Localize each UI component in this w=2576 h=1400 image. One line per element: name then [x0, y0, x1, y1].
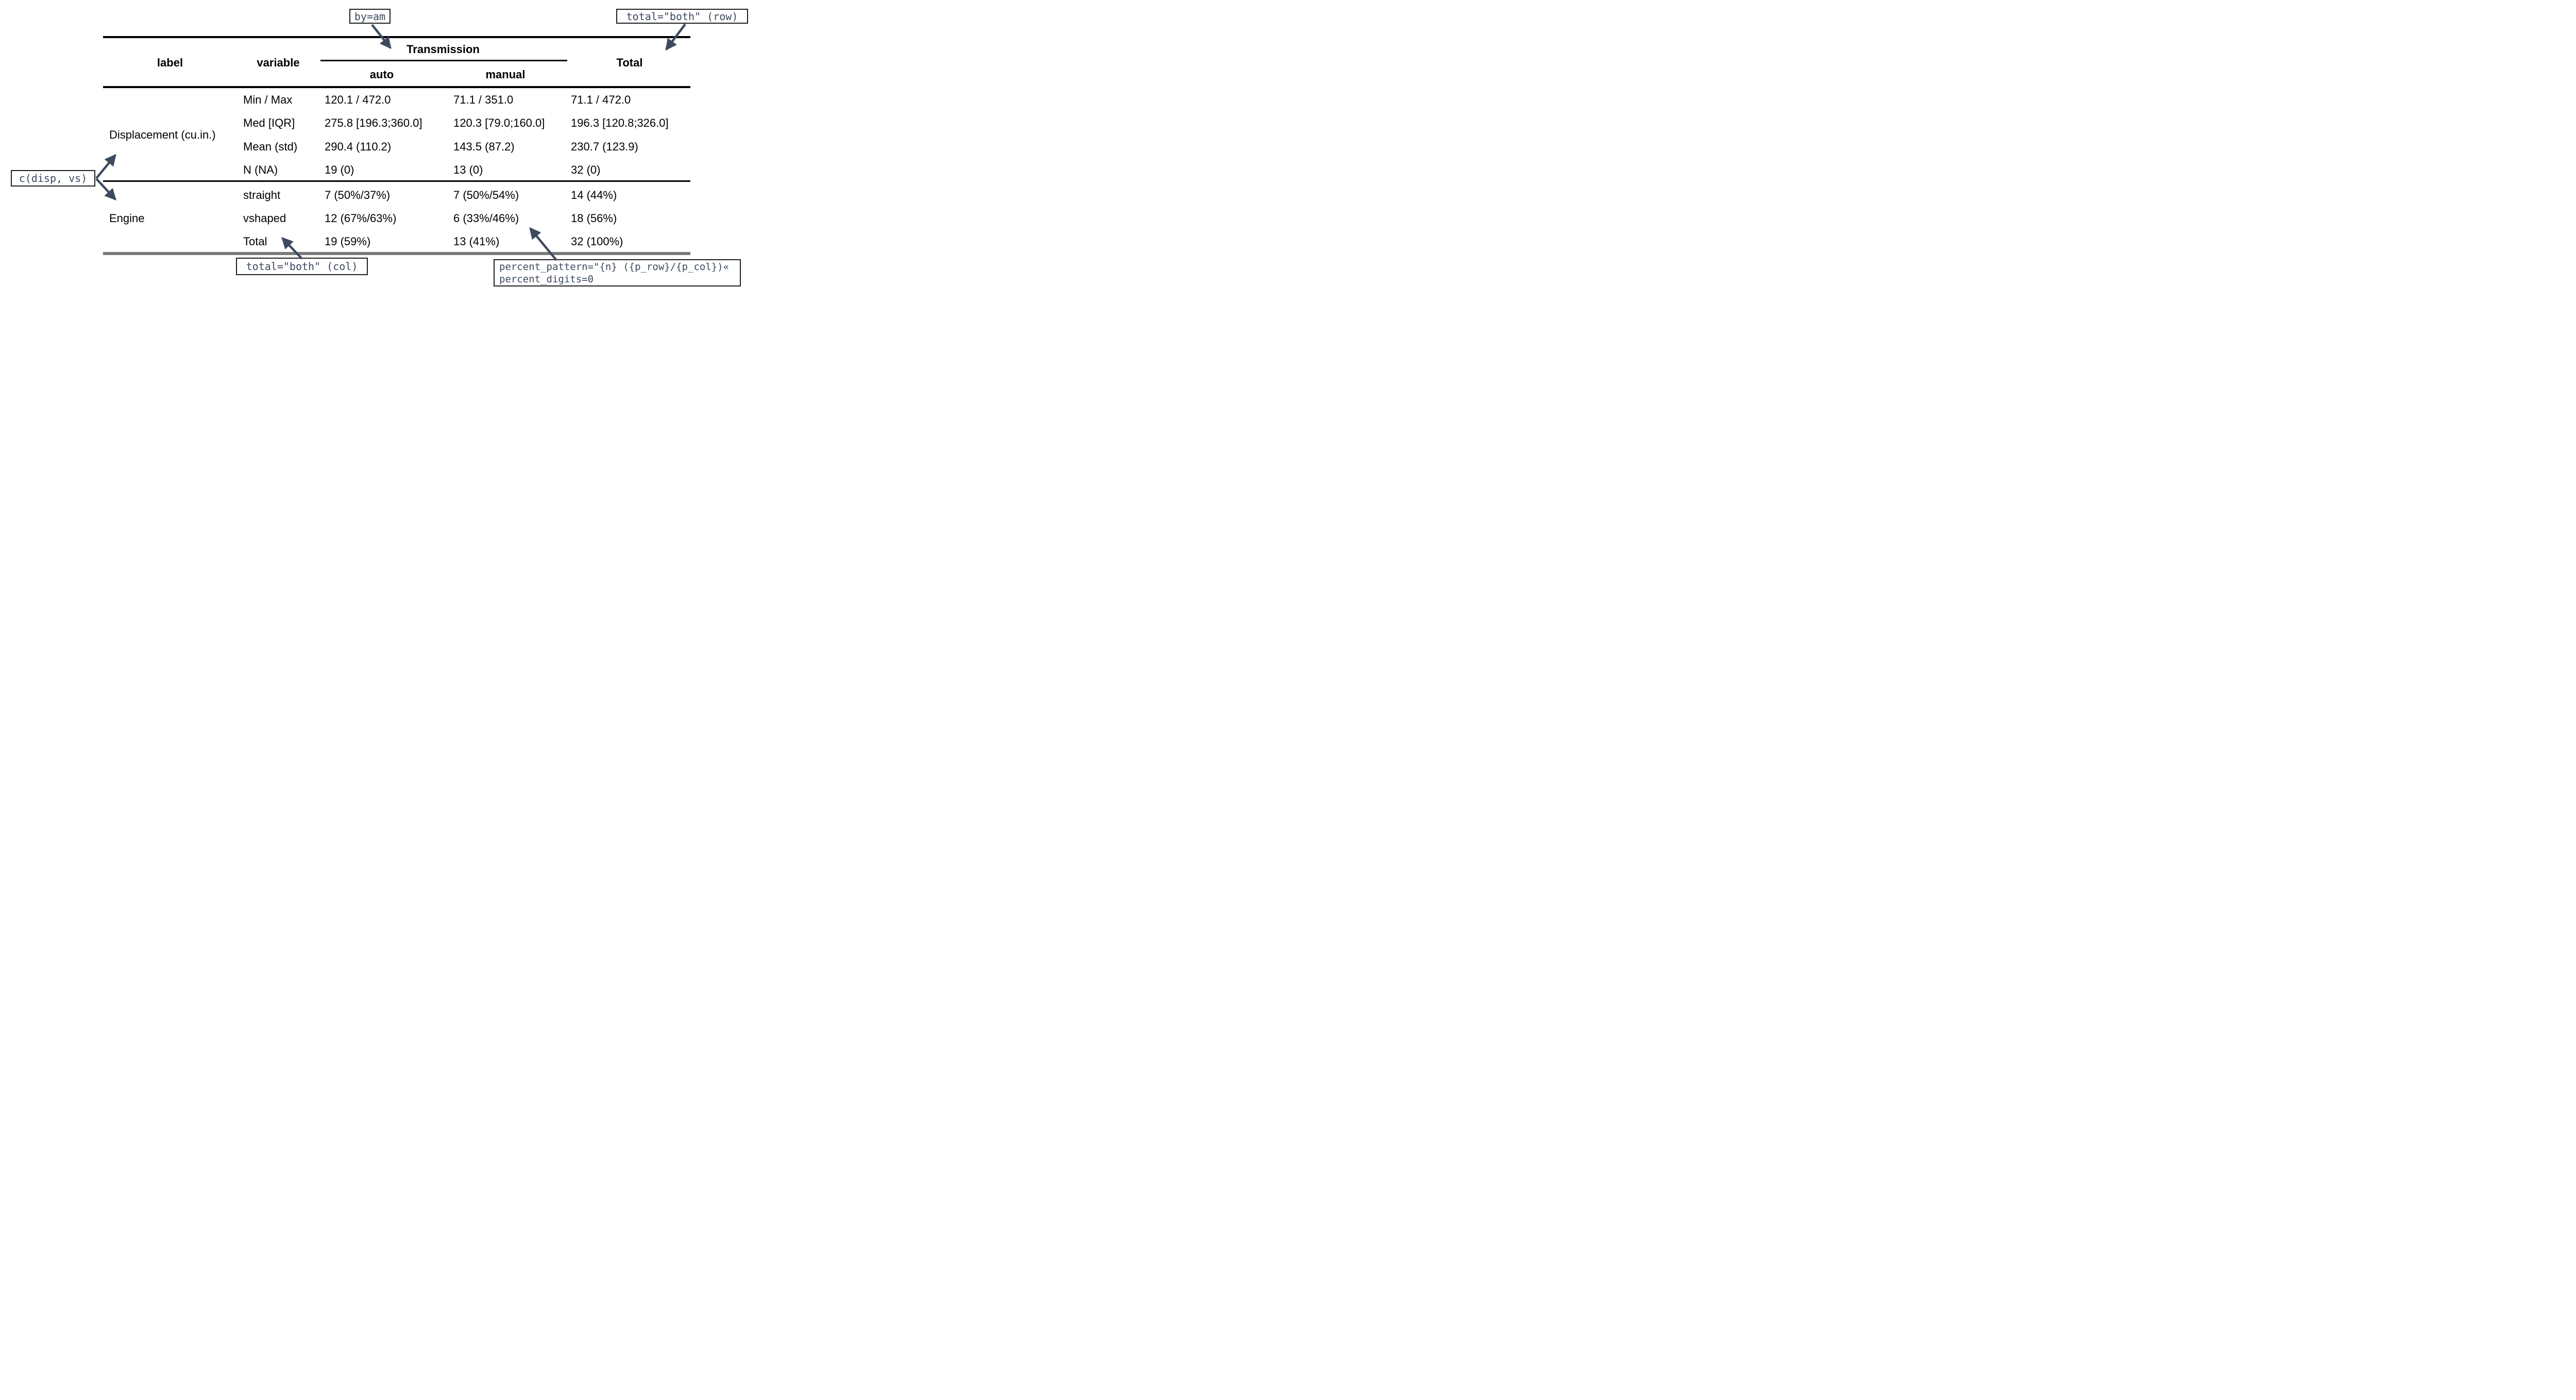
cell-vshaped-total: 18 (56%) — [571, 212, 617, 225]
row-label-total: Total — [243, 235, 267, 248]
cell-n-auto: 19 (0) — [325, 163, 354, 176]
row-label-mean-std: Mean (std) — [243, 140, 298, 153]
column-header-auto: auto — [369, 68, 394, 81]
column-header-total: Total — [616, 56, 643, 69]
callout-box-total-both-row: total="both" (row) — [616, 9, 748, 24]
cell-mean-manual: 143.5 (87.2) — [453, 140, 515, 153]
callout-text-percent-pattern: percent_pattern="{n} ({p_row}/{p_col})« — [499, 261, 730, 273]
crosstable-figure: label variable Transmission auto manual … — [0, 0, 791, 288]
row-label-vshaped: vshaped — [243, 212, 286, 225]
arrow-c-disp-vs-to-displacement — [95, 154, 116, 179]
transmission-spanner-underline — [320, 60, 567, 61]
cell-totalrow-manual: 13 (41%) — [453, 235, 500, 248]
cell-totalrow-auto: 19 (59%) — [325, 235, 371, 248]
cell-med-manual: 120.3 [79.0;160.0] — [453, 116, 545, 129]
column-spanner-transmission: Transmission — [406, 43, 480, 56]
row-label-med-iqr: Med [IQR] — [243, 116, 295, 129]
arrow-total-col-to-total-row — [281, 237, 303, 260]
callout-text-by-am: by=am — [354, 10, 386, 23]
row-label-straight: straight — [243, 189, 281, 201]
cell-med-auto: 275.8 [196.3;360.0] — [325, 116, 422, 129]
cell-vshaped-manual: 6 (33%/46%) — [453, 212, 519, 225]
cell-n-total: 32 (0) — [571, 163, 601, 176]
cell-minmax-manual: 71.1 / 351.0 — [453, 93, 514, 106]
cell-n-manual: 13 (0) — [453, 163, 483, 176]
callout-text-total-both-col: total="both" (col) — [246, 260, 358, 273]
callout-box-total-both-col: total="both" (col) — [236, 258, 368, 275]
row-label-n-na: N (NA) — [243, 163, 278, 176]
section-label-engine: Engine — [109, 212, 145, 225]
table-bottom-border — [103, 252, 690, 255]
callout-box-by-am: by=am — [349, 9, 391, 24]
cell-minmax-total: 71.1 / 472.0 — [571, 93, 631, 106]
arrow-percent-pattern-to-cell — [529, 227, 557, 261]
cell-mean-auto: 290.4 (110.2) — [325, 140, 392, 153]
cell-med-total: 196.3 [120.8;326.0] — [571, 116, 669, 129]
cell-straight-total: 14 (44%) — [571, 189, 617, 201]
callout-box-percent-pattern: percent_pattern="{n} ({p_row}/{p_col})« … — [494, 259, 741, 286]
column-header-variable: variable — [257, 56, 300, 69]
section-label-displacement: Displacement (cu.in.) — [109, 128, 216, 141]
callout-text-percent-digits: percent_digits=0 — [499, 273, 594, 285]
callout-box-c-disp-vs: c(disp, vs) — [11, 170, 95, 187]
table-top-border — [103, 36, 690, 38]
column-header-manual: manual — [485, 68, 526, 81]
cell-mean-total: 230.7 (123.9) — [571, 140, 638, 153]
column-header-label: label — [157, 56, 183, 69]
cell-minmax-auto: 120.1 / 472.0 — [325, 93, 391, 106]
callout-text-c-disp-vs: c(disp, vs) — [19, 172, 88, 184]
callout-arrows-layer — [95, 23, 686, 261]
table-header-bottom-border — [103, 86, 690, 88]
cell-straight-auto: 7 (50%/37%) — [325, 189, 391, 201]
cell-totalrow-total: 32 (100%) — [571, 235, 623, 248]
arrow-c-disp-vs-to-engine — [95, 178, 116, 200]
cell-vshaped-auto: 12 (67%/63%) — [325, 212, 397, 225]
callout-text-total-both-row: total="both" (row) — [626, 10, 738, 23]
cell-straight-manual: 7 (50%/54%) — [453, 189, 519, 201]
table-section-divider — [103, 180, 690, 182]
row-label-min-max: Min / Max — [243, 93, 293, 106]
